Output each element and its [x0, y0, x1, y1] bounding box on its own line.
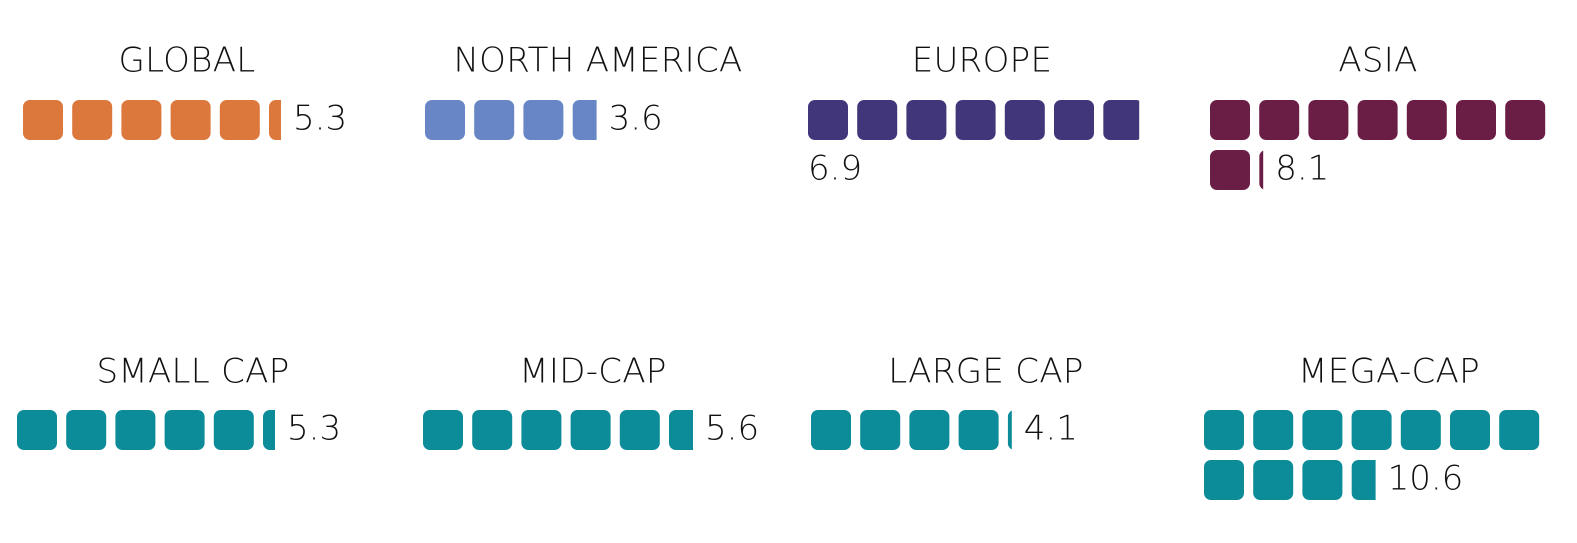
unit-square — [115, 410, 156, 450]
value-label: 5.6 — [705, 409, 759, 449]
unit-square — [909, 410, 950, 450]
unit-square — [72, 100, 113, 140]
unit-square — [1210, 150, 1250, 190]
panel-large-cap: LARGE CAP 4.1 — [811, 352, 1083, 450]
unit-square — [1456, 100, 1496, 140]
unit-square-partial — [1351, 460, 1376, 500]
unit-square — [1499, 410, 1540, 450]
unit-square — [1054, 100, 1094, 140]
unit-square — [1357, 100, 1398, 140]
unit-square-partial — [1259, 150, 1264, 190]
unit-square — [1302, 410, 1343, 450]
unit-square — [425, 100, 465, 140]
unit-square — [66, 410, 107, 450]
unit-square — [1204, 410, 1244, 450]
unit-square — [808, 100, 848, 140]
value-label: 3.6 — [609, 99, 663, 139]
unit-square — [219, 100, 260, 140]
panel-title: ASIA — [1338, 41, 1417, 81]
panel-title: GLOBAL — [118, 41, 255, 81]
unit-square — [619, 410, 660, 450]
unit-square — [17, 410, 57, 450]
unit-square — [1302, 460, 1343, 500]
unit-square — [1308, 100, 1349, 140]
unit-square — [472, 410, 513, 450]
unit-square-partial — [572, 100, 597, 140]
value-label: 8.1 — [1275, 149, 1329, 189]
unit-square-partial — [669, 410, 693, 450]
panel-asia: ASIA 8.1 — [1210, 41, 1546, 190]
value-label: 5.3 — [293, 99, 347, 139]
unit-square-partial — [1103, 100, 1140, 140]
value-label: 4.1 — [1024, 409, 1078, 449]
unit-square — [1004, 100, 1045, 140]
panel-global: GLOBAL 5.3 — [23, 41, 347, 140]
panel-title: MEGA-CAP — [1298, 352, 1480, 392]
unit-square — [1253, 410, 1294, 450]
panel-europe: EUROPE 6.9 — [808, 41, 1140, 189]
unit-square — [1505, 100, 1546, 140]
unit-square — [423, 410, 463, 450]
unit-square — [23, 100, 63, 140]
unit-square — [811, 410, 851, 450]
unit-square — [170, 100, 211, 140]
panel-title: NORTH AMERICA — [453, 41, 742, 81]
unit-square — [521, 410, 562, 450]
value-label: 10.6 — [1388, 459, 1464, 499]
unit-square-partial — [263, 410, 275, 450]
unit-square — [213, 410, 254, 450]
unit-square — [1406, 100, 1447, 140]
unit-square — [1450, 410, 1490, 450]
unit-square — [1400, 410, 1441, 450]
unit-square — [1259, 100, 1300, 140]
unit-square — [570, 410, 611, 450]
unit-square — [857, 100, 898, 140]
unit-square — [958, 410, 999, 450]
unit-square-partial — [269, 100, 281, 140]
unit-square — [955, 100, 996, 140]
panel-title: EUROPE — [912, 41, 1053, 81]
unit-square-partial — [1007, 410, 1012, 450]
value-label: 6.9 — [808, 149, 862, 189]
unit-square — [1253, 460, 1294, 500]
unit-square — [523, 100, 564, 140]
panel-small-cap: SMALL CAP 5.3 — [17, 352, 341, 450]
panel-mid-cap: MID-CAP 5.6 — [423, 352, 759, 450]
panel-title: SMALL CAP — [96, 352, 289, 392]
value-label: 5.3 — [287, 409, 341, 449]
unit-square — [860, 410, 901, 450]
panel-north-america: NORTH AMERICA 3.6 — [425, 41, 742, 140]
unit-square — [164, 410, 205, 450]
unit-square — [1210, 100, 1250, 140]
panel-mega-cap: MEGA-CAP 10.6 — [1204, 352, 1540, 500]
unit-square — [906, 100, 947, 140]
unit-square — [474, 100, 515, 140]
unit-square — [1204, 460, 1244, 500]
unit-square — [1351, 410, 1392, 450]
panel-title: MID-CAP — [519, 352, 666, 392]
panel-title: LARGE CAP — [888, 352, 1083, 392]
unit-square — [121, 100, 162, 140]
